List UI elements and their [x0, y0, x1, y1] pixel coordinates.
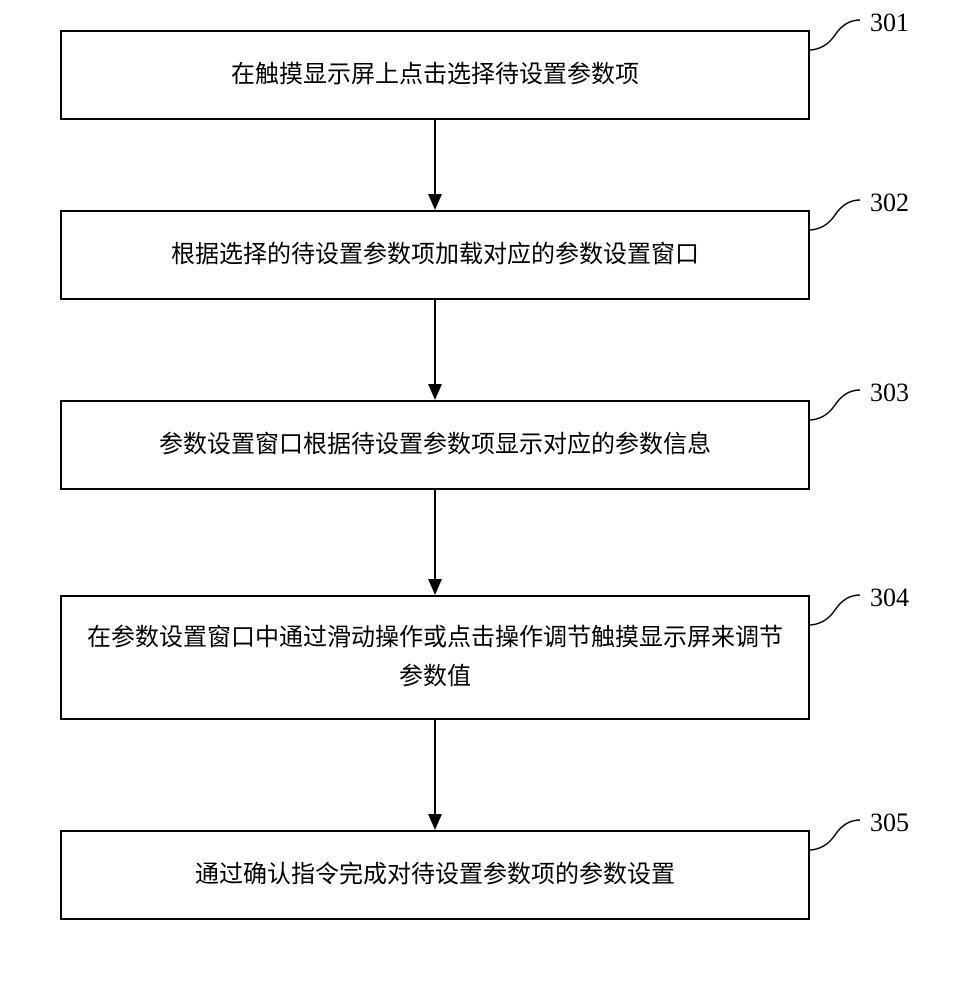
label-connector-5 [805, 815, 865, 860]
arrow-4-5 [425, 720, 445, 830]
flow-node-text: 在触摸显示屏上点击选择待设置参数项 [231, 56, 639, 94]
arrow-1-2 [425, 120, 445, 210]
label-connector-4 [805, 590, 865, 635]
step-label-5: 305 [870, 808, 909, 838]
step-label-3: 303 [870, 378, 909, 408]
flow-node-3: 参数设置窗口根据待设置参数项显示对应的参数信息 [60, 400, 810, 490]
flow-node-text: 通过确认指令完成对待设置参数项的参数设置 [195, 856, 675, 894]
label-connector-1 [805, 15, 865, 60]
label-connector-2 [805, 195, 865, 240]
step-label-2: 302 [870, 188, 909, 218]
flow-node-text: 根据选择的待设置参数项加载对应的参数设置窗口 [171, 236, 699, 274]
flow-node-2: 根据选择的待设置参数项加载对应的参数设置窗口 [60, 210, 810, 300]
flowchart-container: 在触摸显示屏上点击选择待设置参数项 301 根据选择的待设置参数项加载对应的参数… [0, 0, 980, 1000]
label-connector-3 [805, 385, 865, 430]
step-label-1: 301 [870, 8, 909, 38]
step-label-4: 304 [870, 583, 909, 613]
flow-node-text: 参数设置窗口根据待设置参数项显示对应的参数信息 [159, 426, 711, 464]
flow-node-text: 在参数设置窗口中通过滑动操作或点击操作调节触摸显示屏来调节参数值 [82, 619, 788, 696]
flow-node-1: 在触摸显示屏上点击选择待设置参数项 [60, 30, 810, 120]
arrow-2-3 [425, 300, 445, 400]
arrow-3-4 [425, 490, 445, 595]
flow-node-5: 通过确认指令完成对待设置参数项的参数设置 [60, 830, 810, 920]
flow-node-4: 在参数设置窗口中通过滑动操作或点击操作调节触摸显示屏来调节参数值 [60, 595, 810, 720]
